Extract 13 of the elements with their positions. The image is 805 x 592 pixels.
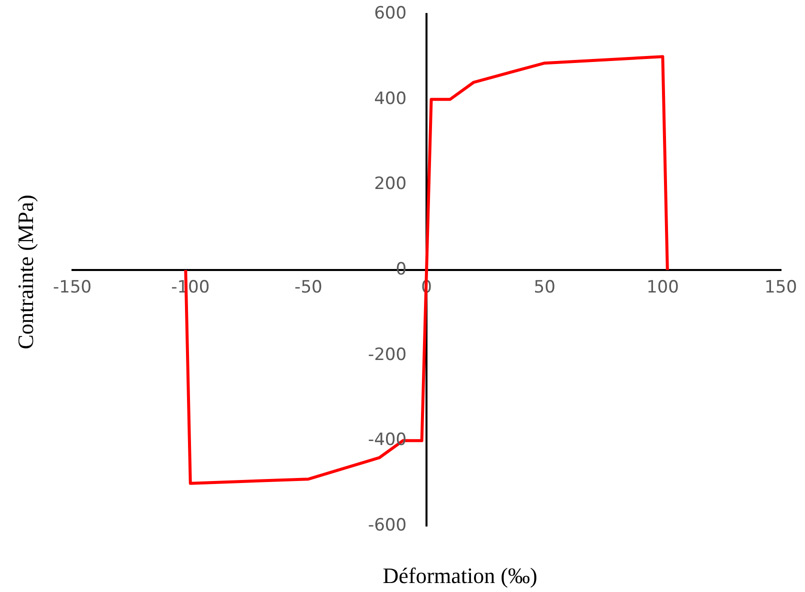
y-tick-label: -600 [368,515,407,536]
y-axis-title: Contrainte (MPa) [13,194,39,350]
y-tick-label: 400 [374,88,407,109]
x-tick-label: 150 [764,278,798,298]
x-tick-label: -50 [294,278,322,298]
y-tick-label: 600 [374,3,407,24]
x-axis-title: Déformation (‰) [382,563,538,589]
x-tick-label: -150 [52,278,92,298]
y-tick-label: -400 [368,430,407,450]
x-tick-label: 100 [646,278,679,298]
y-tick-label: 200 [374,174,407,194]
x-tick-label: 50 [534,278,556,298]
y-tick-label: -200 [368,344,407,365]
